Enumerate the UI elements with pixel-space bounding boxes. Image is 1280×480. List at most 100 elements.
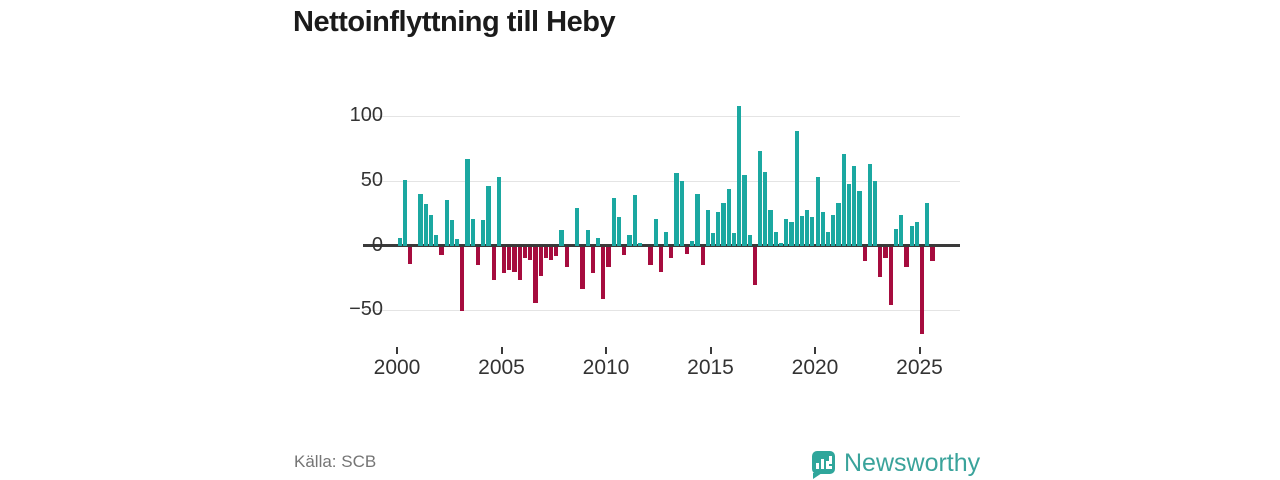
chart-title: Nettoinflyttning till Heby — [293, 6, 616, 38]
bar-2007-Q1 — [543, 247, 548, 258]
bar-2011-Q1 — [627, 235, 632, 246]
bar-2014-Q3 — [700, 247, 705, 266]
bar-2000-Q2 — [402, 179, 407, 246]
bar-2020-Q3 — [825, 231, 831, 246]
bar-2015-Q4 — [726, 188, 731, 246]
bar-2017-Q2 — [758, 151, 763, 246]
bar-2015-Q1 — [711, 232, 716, 246]
x-tick-2020 — [814, 347, 816, 354]
bar-2010-Q1 — [606, 247, 611, 267]
x-tick-2025 — [918, 347, 921, 354]
bar-2016-Q2 — [737, 105, 742, 246]
bar-2015-Q3 — [721, 203, 726, 246]
bar-2017-Q3 — [763, 171, 768, 246]
bar-2009-Q2 — [590, 247, 596, 274]
bar-2007-Q3 — [554, 247, 559, 257]
y-tick-label--50: −50 — [349, 298, 383, 321]
x-tick-2015 — [709, 347, 712, 354]
source-note: Källa: SCB — [294, 452, 377, 471]
bar-2019-Q1 — [794, 130, 799, 246]
logo-bar-1 — [816, 462, 819, 469]
zero-axis-line — [363, 244, 960, 248]
bar-2016-Q4 — [747, 235, 752, 246]
bar-2001-Q2 — [423, 204, 428, 246]
logo-exclamation-dot — [829, 465, 832, 469]
bar-2008-Q1 — [564, 247, 569, 267]
bar-2025-Q3 — [930, 247, 935, 262]
bar-2004-Q4 — [496, 177, 501, 246]
bar-2010-Q3 — [616, 217, 622, 246]
bar-2024-Q4 — [914, 222, 919, 246]
y-tick-label-100: 100 — [349, 104, 383, 127]
logo-bar-3 — [826, 460, 829, 469]
bar-2016-Q1 — [731, 232, 737, 246]
bar-chart-pin-icon — [812, 450, 835, 479]
pin-tail — [813, 472, 822, 479]
x-tick-label-2010: 2010 — [582, 356, 630, 379]
bar-2001-Q4 — [434, 235, 439, 246]
x-tick-label-2025: 2025 — [896, 356, 943, 379]
bar-2003-Q4 — [475, 247, 481, 266]
x-tick-label-2005: 2005 — [478, 356, 525, 379]
bar-2023-Q3 — [888, 247, 893, 306]
bar-2010-Q2 — [611, 197, 616, 246]
bar-2005-Q4 — [517, 247, 522, 280]
x-tick-label-2020: 2020 — [791, 356, 839, 379]
bar-2017-Q4 — [768, 209, 773, 246]
x-tick-label-2015: 2015 — [687, 356, 734, 379]
gridline-100 — [363, 115, 960, 117]
bar-2014-Q2 — [695, 193, 700, 246]
bar-2025-Q2 — [925, 203, 930, 246]
bar-2019-Q4 — [810, 217, 815, 246]
x-tick-2000 — [396, 347, 398, 354]
bar-2008-Q4 — [580, 247, 585, 289]
brand-name: Newsworthy — [844, 448, 981, 477]
bar-2013-Q1 — [669, 247, 674, 258]
bar-2005-Q1 — [501, 247, 507, 274]
bar-2019-Q3 — [805, 209, 810, 246]
bar-2006-Q2 — [528, 247, 533, 261]
bar-2022-Q2 — [862, 247, 867, 262]
bar-2018-Q3 — [784, 218, 789, 246]
bar-2008-Q3 — [575, 208, 580, 246]
bar-2020-Q4 — [831, 214, 836, 246]
bar-2009-Q4 — [601, 247, 606, 299]
x-tick-2010 — [605, 347, 607, 354]
bar-2002-Q2 — [444, 200, 449, 246]
bar-2022-Q4 — [872, 181, 878, 246]
bar-2024-Q3 — [909, 226, 914, 246]
bar-2012-Q1 — [648, 247, 653, 266]
bar-2018-Q4 — [789, 222, 794, 246]
bar-2009-Q3 — [596, 237, 601, 246]
bar-2007-Q4 — [559, 230, 564, 246]
bar-2006-Q1 — [522, 247, 528, 258]
bar-2014-Q4 — [705, 209, 710, 246]
x-tick-2005 — [500, 347, 503, 354]
bar-2022-Q3 — [867, 164, 872, 246]
bar-2016-Q3 — [742, 174, 747, 246]
bar-2020-Q1 — [815, 177, 820, 246]
bar-2018-Q1 — [773, 231, 778, 246]
bar-2002-Q1 — [439, 247, 444, 255]
bar-2012-Q3 — [658, 247, 663, 272]
bar-2004-Q1 — [481, 219, 486, 246]
bar-2012-Q4 — [663, 231, 669, 246]
bar-2015-Q2 — [716, 212, 721, 246]
bar-2021-Q4 — [852, 165, 857, 246]
bar-2004-Q3 — [491, 247, 496, 280]
bar-2005-Q2 — [507, 247, 512, 271]
bar-2003-Q3 — [470, 218, 475, 246]
bar-2001-Q1 — [418, 193, 423, 246]
bar-2013-Q4 — [684, 247, 690, 254]
bar-2009-Q1 — [585, 230, 590, 246]
y-tick-label-0: 0 — [371, 233, 383, 256]
bar-2013-Q2 — [674, 173, 679, 246]
bar-2023-Q2 — [883, 247, 888, 258]
bar-2025-Q1 — [920, 247, 925, 334]
bar-2007-Q2 — [549, 247, 554, 261]
bar-2022-Q1 — [857, 191, 862, 246]
bar-2023-Q1 — [878, 247, 883, 277]
bar-2004-Q2 — [486, 186, 491, 246]
bar-2006-Q4 — [538, 247, 543, 276]
bar-2013-Q3 — [679, 181, 684, 246]
